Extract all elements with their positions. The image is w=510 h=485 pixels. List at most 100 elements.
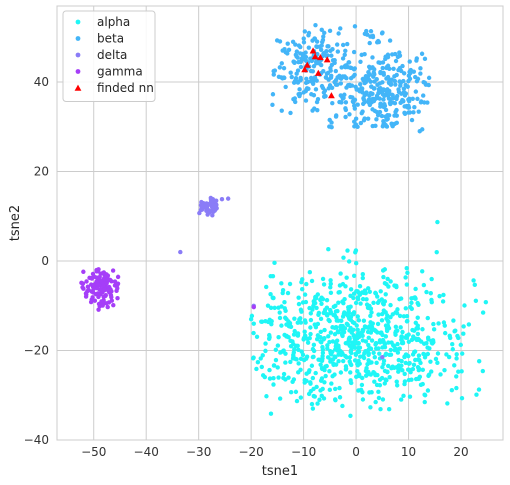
gamma-point <box>112 283 118 288</box>
alpha-point <box>449 387 455 393</box>
beta-point <box>398 83 403 88</box>
beta-point <box>327 83 333 88</box>
alpha-point <box>383 377 388 382</box>
alpha-point <box>360 271 366 277</box>
alpha-point <box>367 289 372 295</box>
beta-point <box>379 113 385 119</box>
alpha-point <box>337 290 342 295</box>
alpha-point <box>307 270 313 275</box>
beta-point <box>413 89 419 94</box>
gamma-point <box>97 274 102 280</box>
beta-point <box>359 86 364 91</box>
alpha-point <box>382 267 388 272</box>
beta-point <box>344 85 349 90</box>
beta-point <box>412 104 417 110</box>
alpha-point <box>324 297 330 303</box>
alpha-point <box>416 367 421 373</box>
alpha-point <box>381 274 386 280</box>
alpha-point <box>383 292 388 297</box>
beta-point <box>361 96 366 101</box>
alpha-point <box>353 248 359 253</box>
alpha-point <box>338 323 344 329</box>
alpha-point <box>395 341 400 347</box>
x-tick-label: −40 <box>134 445 159 459</box>
alpha-point <box>308 325 313 330</box>
beta-point <box>279 108 284 113</box>
beta-point <box>395 54 401 60</box>
alpha-point <box>315 321 321 327</box>
alpha-point <box>388 347 393 353</box>
beta-point <box>332 79 337 85</box>
alpha-point <box>425 315 430 321</box>
alpha-point <box>260 353 265 358</box>
alpha-point <box>277 310 282 315</box>
beta-point <box>312 36 318 41</box>
alpha-point <box>328 281 333 287</box>
alpha-point <box>398 397 404 402</box>
beta-point <box>311 64 317 69</box>
alpha-point <box>325 355 331 360</box>
gamma-point <box>104 272 109 277</box>
beta-point <box>285 41 290 46</box>
beta-point <box>285 51 290 56</box>
alpha-point <box>403 335 408 340</box>
alpha-point <box>308 381 313 386</box>
beta-point <box>376 90 381 96</box>
gamma-point <box>98 271 103 276</box>
alpha-point <box>450 341 455 347</box>
beta-point <box>385 113 390 118</box>
alpha-point <box>360 275 365 281</box>
y-tick-label: 0 <box>41 254 49 268</box>
alpha-point <box>415 326 421 331</box>
alpha-point <box>288 359 293 365</box>
alpha-point <box>358 301 363 306</box>
alpha-point <box>404 313 410 319</box>
alpha-point <box>296 347 301 353</box>
alpha-point <box>480 368 486 374</box>
alpha-point <box>483 299 489 305</box>
beta-point <box>332 58 337 63</box>
beta-point <box>290 39 296 45</box>
beta-point <box>352 24 358 29</box>
finded-nn-point <box>328 92 335 99</box>
alpha-point <box>358 387 364 392</box>
alpha-point <box>284 322 289 327</box>
alpha-point <box>459 369 464 374</box>
alpha-point <box>319 358 325 363</box>
alpha-point <box>355 368 360 374</box>
alpha-point <box>427 346 432 351</box>
alpha-point <box>405 318 410 324</box>
y-tick-label: 20 <box>34 165 49 179</box>
alpha-point <box>328 278 333 283</box>
beta-point <box>397 79 402 84</box>
gamma-point <box>109 298 115 303</box>
alpha-point <box>425 351 431 357</box>
beta-point <box>415 96 420 102</box>
alpha-point <box>353 340 358 346</box>
alpha-point <box>415 331 421 337</box>
beta-point <box>416 109 421 114</box>
alpha-point <box>422 392 427 397</box>
beta-point <box>389 52 395 57</box>
delta-point <box>219 196 225 202</box>
alpha-point <box>418 382 424 388</box>
beta-point <box>333 114 339 119</box>
alpha-point <box>270 274 276 279</box>
alpha-point <box>304 354 310 359</box>
alpha-point <box>435 219 440 225</box>
alpha-point <box>368 346 374 352</box>
alpha-point <box>372 379 377 384</box>
alpha-point <box>417 357 422 363</box>
alpha-point <box>422 355 428 360</box>
alpha-point <box>295 331 301 336</box>
alpha-point <box>254 366 259 372</box>
alpha-point <box>395 328 400 333</box>
alpha-point <box>338 271 343 276</box>
alpha-point <box>360 296 366 302</box>
alpha-point <box>421 282 427 288</box>
beta-point <box>297 59 302 65</box>
alpha-point <box>349 347 354 352</box>
alpha-point <box>404 282 410 287</box>
legend-entry-label: alpha <box>97 15 130 29</box>
alpha-point <box>348 370 353 375</box>
